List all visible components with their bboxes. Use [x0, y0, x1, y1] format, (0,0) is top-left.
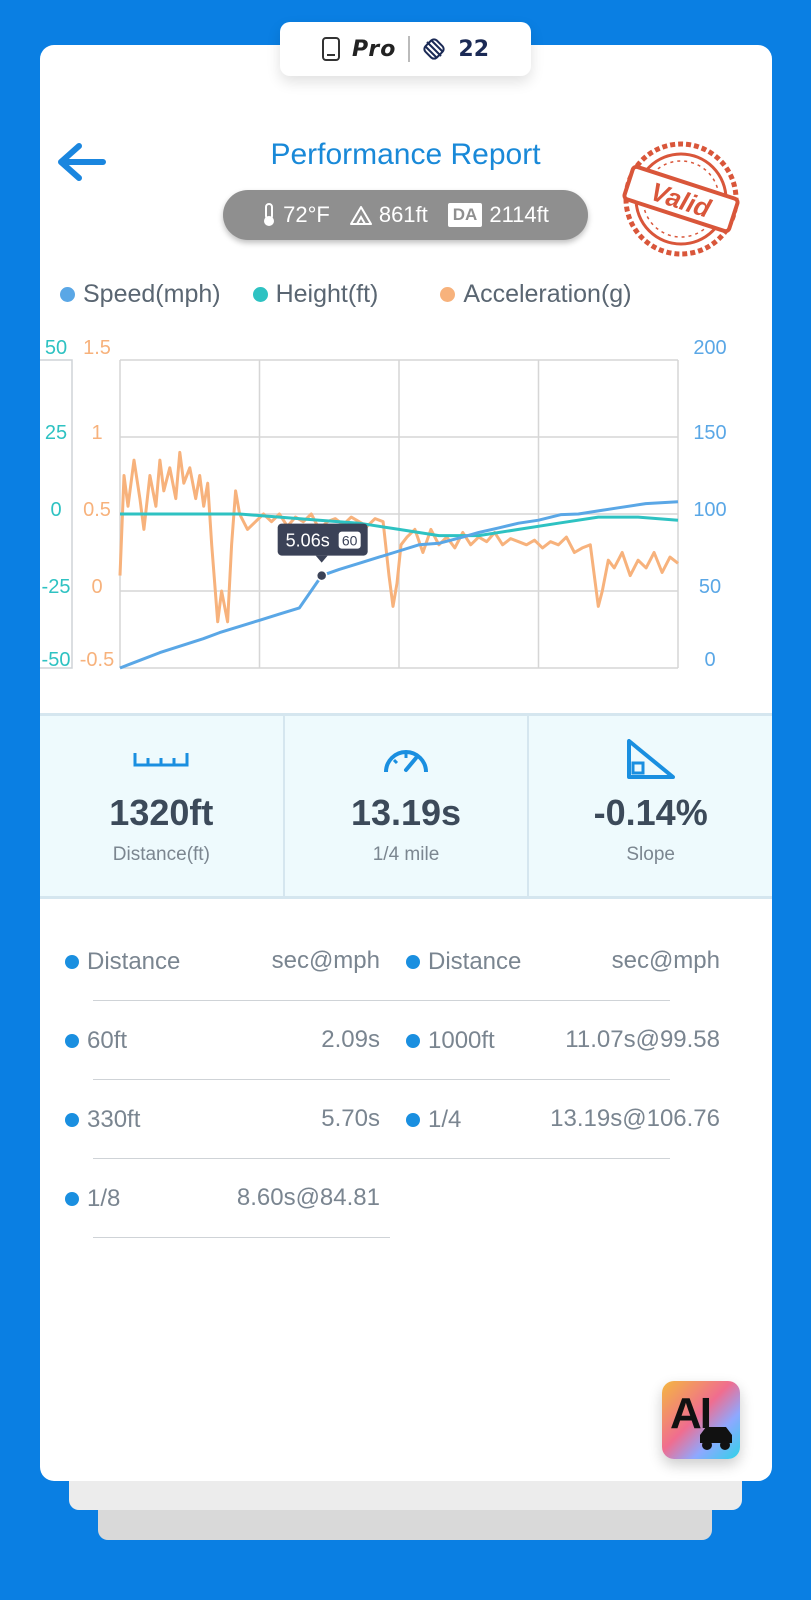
ruler-icon — [133, 753, 189, 767]
tooltip-pointer — [315, 555, 328, 563]
da-icon: DA — [447, 203, 483, 227]
acceleration-tick-label: 1.5 — [83, 337, 111, 359]
legend-speed-dot — [60, 287, 75, 302]
legend-acceleration-dot — [440, 287, 456, 302]
temperature-value: 72°F — [283, 202, 330, 227]
pro-badge[interactable]: Pro 22 — [280, 22, 531, 76]
satellite-count: 22 — [458, 36, 490, 62]
density-altitude-value: 2114ft — [489, 202, 549, 227]
temperature-item: 72°F — [262, 202, 330, 228]
stat-distance-label: Distance(ft) — [112, 844, 210, 865]
stat-distance: 1320ft Distance(ft) — [40, 716, 285, 896]
acceleration-tick-label: 0.5 — [83, 499, 111, 521]
height-tick-label: 0 — [50, 499, 61, 521]
pro-label: Pro — [351, 36, 397, 62]
page-title: Performance Report — [270, 138, 541, 171]
legend-acceleration-label: Acceleration(g) — [463, 280, 632, 308]
speed-tick-label: 50 — [699, 576, 721, 598]
stat-quarter-mile-value: 13.19s — [350, 792, 462, 833]
back-arrow-icon[interactable] — [55, 140, 107, 184]
legend-speed[interactable]: Speed(mph) — [60, 280, 221, 309]
acceleration-tick-label: 0 — [91, 576, 102, 598]
thermometer-icon — [264, 203, 275, 226]
altitude-value: 861ft — [378, 202, 428, 227]
chart-legend: Speed(mph) Height(ft) Acceleration(g) — [60, 280, 632, 309]
legend-height[interactable]: Height(ft) — [252, 280, 379, 309]
stat-distance-value: 1320ft — [109, 792, 214, 833]
speed-line — [119, 500, 679, 670]
car-icon — [700, 1427, 732, 1450]
density-altitude-item: DA 2114ft — [447, 202, 549, 228]
acceleration-tick-label: -0.5 — [80, 649, 114, 671]
mountain-icon — [349, 206, 372, 225]
stat-slope-label: Slope — [626, 844, 675, 865]
speed-tick-label: 150 — [693, 422, 726, 444]
stat-slope-value: -0.14% — [593, 792, 708, 833]
height-tick-label: -50 — [42, 649, 71, 671]
altitude-item: 861ft — [349, 202, 428, 228]
phone-icon — [321, 37, 340, 61]
legend-height-dot — [252, 287, 268, 302]
speed-tick-label: 200 — [693, 337, 726, 359]
satellite-icon — [423, 38, 446, 60]
speed-tick-label: 100 — [693, 499, 726, 521]
legend-speed-label: Speed(mph) — [83, 280, 221, 308]
legend-height-label: Height(ft) — [275, 280, 379, 308]
tooltip-point — [315, 569, 328, 582]
height-line — [120, 512, 679, 538]
valid-stamp-icon: Valid — [622, 141, 740, 257]
height-tick-label: -25 — [42, 576, 71, 598]
stat-quarter-mile-label: 1/4 mile — [372, 844, 440, 865]
performance-chart[interactable]: 50 25 0 -25 -50 1.5 1 0.5 0 -0.5 200 150 100 50 0 5.06s… — [40, 330, 740, 690]
height-tick-label: 25 — [45, 422, 67, 444]
slope-icon — [626, 739, 675, 779]
speedometer-icon — [384, 750, 428, 773]
stat-quarter-mile: 13.19s 1/4 mile — [285, 716, 530, 896]
tooltip-speed: 60 — [342, 533, 358, 549]
legend-acceleration[interactable]: Acceleration(g) — [440, 280, 632, 309]
ai-assistant-button[interactable]: AI — [662, 1381, 740, 1459]
acceleration-line — [118, 450, 679, 624]
speed-tick-label: 0 — [704, 649, 715, 671]
conditions-pill: 72°F 861ft DA 2114ft — [223, 190, 588, 240]
height-axis-line — [40, 359, 73, 669]
tooltip-speed-badge — [338, 531, 361, 549]
acceleration-tick-label: 1 — [91, 422, 102, 444]
tooltip-time: 5.06s — [286, 531, 330, 551]
badge-divider — [408, 36, 411, 62]
summary-stats: 1320ft Distance(ft) 13.19s 1/4 mile -0.1… — [40, 713, 772, 899]
stat-slope: -0.14% Slope — [529, 716, 772, 896]
height-tick-label: 50 — [45, 337, 67, 359]
